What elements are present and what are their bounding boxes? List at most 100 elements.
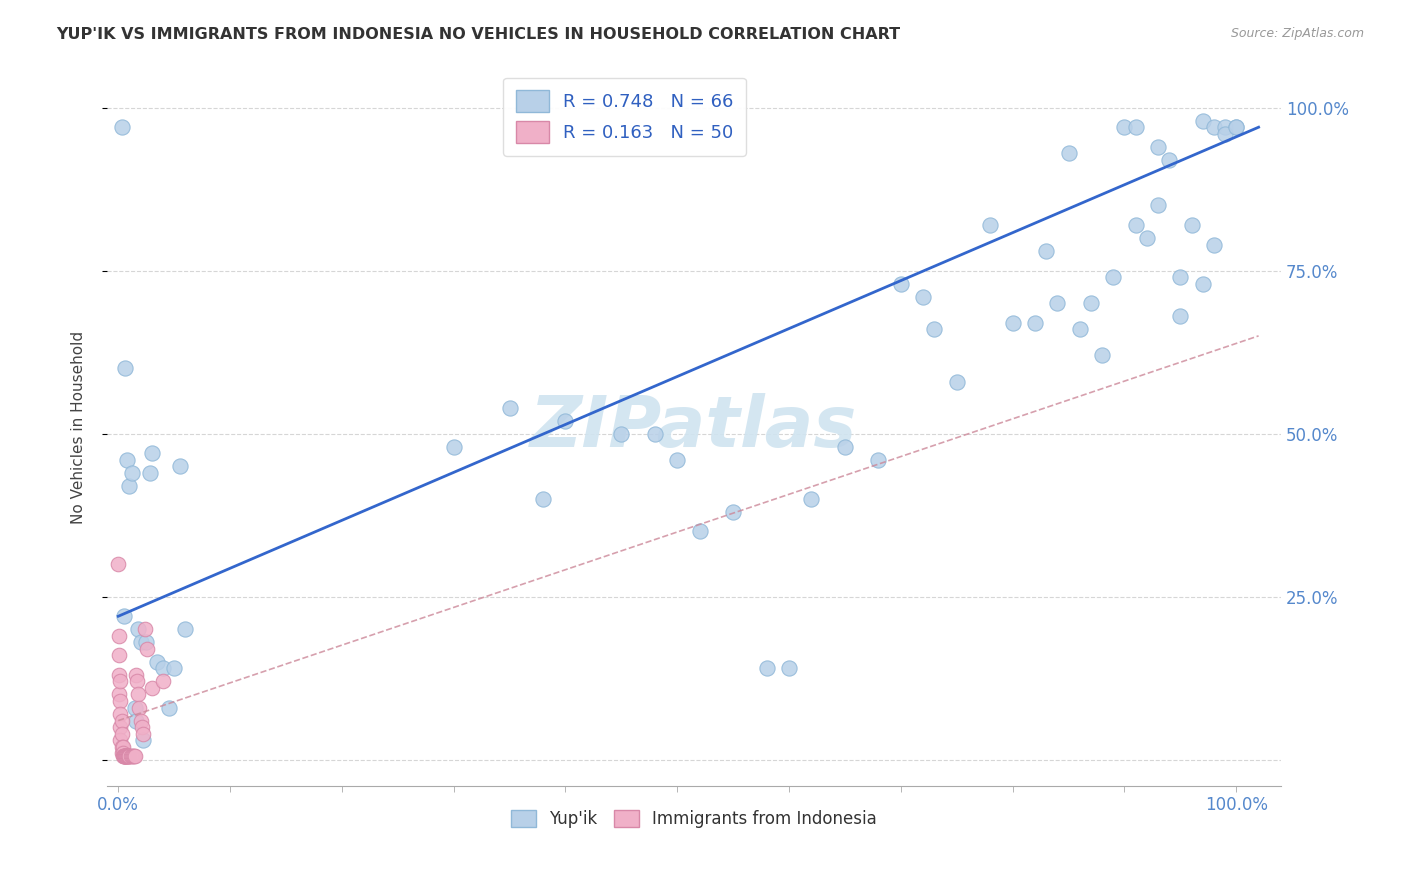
Point <box>121 466 143 480</box>
Point <box>1170 270 1192 285</box>
Point <box>1102 270 1125 285</box>
Point <box>110 739 132 754</box>
Point <box>531 491 554 506</box>
Point <box>117 749 139 764</box>
Point <box>115 749 138 764</box>
Point <box>138 466 160 480</box>
Point <box>778 661 800 675</box>
Point <box>112 749 135 764</box>
Point <box>108 648 131 663</box>
Point <box>115 749 138 764</box>
Point <box>141 681 163 695</box>
Point <box>124 700 146 714</box>
Text: ZIPatlas: ZIPatlas <box>530 392 858 462</box>
Point <box>112 749 135 764</box>
Point <box>110 707 132 722</box>
Point <box>111 746 134 760</box>
Point <box>1225 120 1247 135</box>
Text: 0.0%: 0.0% <box>97 796 139 814</box>
Point <box>135 635 157 649</box>
Point <box>127 674 149 689</box>
Legend: Yup'ik, Immigrants from Indonesia: Yup'ik, Immigrants from Indonesia <box>505 804 884 835</box>
Point <box>157 700 180 714</box>
Point <box>1170 310 1192 324</box>
Point <box>1202 237 1225 252</box>
Point <box>127 688 149 702</box>
Point <box>132 733 155 747</box>
Point <box>110 746 132 760</box>
Point <box>1080 296 1102 310</box>
Point <box>1159 153 1181 167</box>
Point <box>1180 218 1202 232</box>
Point <box>111 749 134 764</box>
Point <box>1069 322 1091 336</box>
Point <box>152 661 174 675</box>
Point <box>131 720 153 734</box>
Point <box>110 726 132 740</box>
Point <box>112 609 135 624</box>
Point <box>108 688 131 702</box>
Point <box>1035 244 1057 258</box>
Point <box>110 694 132 708</box>
Point <box>1213 127 1236 141</box>
Point <box>1024 316 1046 330</box>
Point <box>114 749 136 764</box>
Point <box>800 491 823 506</box>
Point <box>1147 198 1170 212</box>
Point <box>868 452 890 467</box>
Point <box>112 749 135 764</box>
Point <box>108 629 131 643</box>
Point <box>115 749 138 764</box>
Text: Source: ZipAtlas.com: Source: ZipAtlas.com <box>1230 27 1364 40</box>
Point <box>118 749 141 764</box>
Point <box>1191 113 1213 128</box>
Point <box>114 749 136 764</box>
Point <box>134 622 156 636</box>
Point <box>146 655 169 669</box>
Point <box>912 290 935 304</box>
Point <box>129 635 152 649</box>
Point <box>1091 348 1114 362</box>
Point <box>121 749 143 764</box>
Point <box>1213 120 1236 135</box>
Point <box>610 426 633 441</box>
Point <box>136 641 159 656</box>
Point <box>115 452 138 467</box>
Point <box>169 459 191 474</box>
Point <box>1001 316 1024 330</box>
Point <box>110 120 132 135</box>
Point <box>1191 277 1213 291</box>
Point <box>117 749 139 764</box>
Point <box>1114 120 1136 135</box>
Point <box>1125 120 1147 135</box>
Point <box>132 726 155 740</box>
Point <box>689 524 711 539</box>
Point <box>1046 296 1069 310</box>
Point <box>1147 140 1170 154</box>
Point <box>124 749 146 764</box>
Point <box>110 733 132 747</box>
Point <box>107 557 129 571</box>
Point <box>443 440 465 454</box>
Point <box>1202 120 1225 135</box>
Point <box>127 622 149 636</box>
Point <box>121 749 143 764</box>
Point <box>152 674 174 689</box>
Y-axis label: No Vehicles in Household: No Vehicles in Household <box>72 331 86 524</box>
Point <box>498 401 520 415</box>
Point <box>125 668 148 682</box>
Point <box>666 452 689 467</box>
Point <box>122 749 145 764</box>
Text: YUP'IK VS IMMIGRANTS FROM INDONESIA NO VEHICLES IN HOUSEHOLD CORRELATION CHART: YUP'IK VS IMMIGRANTS FROM INDONESIA NO V… <box>56 27 900 42</box>
Point <box>1125 218 1147 232</box>
Point <box>108 668 131 682</box>
Point <box>554 414 576 428</box>
Point <box>1136 231 1159 245</box>
Point <box>1225 120 1247 135</box>
Point <box>1057 146 1080 161</box>
Point <box>163 661 186 675</box>
Point <box>125 714 148 728</box>
Point <box>114 361 136 376</box>
Point <box>118 479 141 493</box>
Point <box>114 749 136 764</box>
